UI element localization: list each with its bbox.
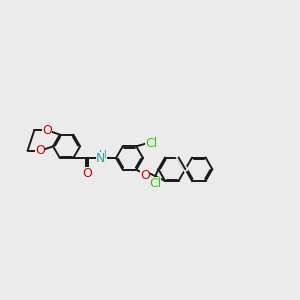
Text: O: O [42, 124, 52, 137]
Text: Cl: Cl [149, 177, 161, 190]
Text: Cl: Cl [145, 137, 157, 150]
Text: H: H [99, 150, 107, 160]
Text: O: O [140, 169, 150, 182]
Text: O: O [35, 144, 45, 157]
Text: O: O [82, 167, 92, 180]
Text: N: N [96, 152, 105, 164]
